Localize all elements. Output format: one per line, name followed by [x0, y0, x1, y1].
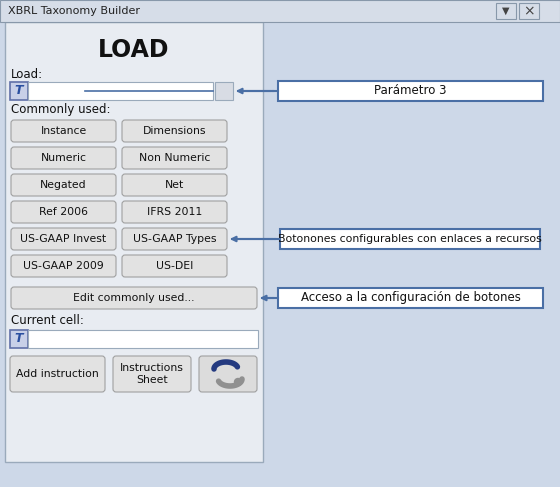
Bar — [28, 330, 258, 348]
Text: Instructions
Sheet: Instructions Sheet — [120, 363, 184, 385]
Text: LOAD: LOAD — [98, 38, 170, 62]
Bar — [10, 82, 28, 100]
Text: Add instruction: Add instruction — [16, 369, 99, 379]
Text: T: T — [15, 85, 24, 97]
FancyBboxPatch shape — [11, 201, 116, 223]
Text: US-GAAP Types: US-GAAP Types — [133, 234, 216, 244]
Bar — [278, 288, 543, 308]
Text: XBRL Taxonomy Builder: XBRL Taxonomy Builder — [8, 6, 140, 16]
FancyBboxPatch shape — [11, 174, 116, 196]
Text: Net: Net — [165, 180, 184, 190]
Text: Acceso a la configuración de botones: Acceso a la configuración de botones — [301, 292, 520, 304]
Text: US-DEI: US-DEI — [156, 261, 193, 271]
FancyBboxPatch shape — [122, 255, 227, 277]
Bar — [280, 229, 540, 249]
FancyBboxPatch shape — [11, 147, 116, 169]
Bar — [5, 22, 263, 462]
Text: Dimensions: Dimensions — [143, 126, 206, 136]
Bar — [10, 330, 28, 348]
FancyBboxPatch shape — [122, 174, 227, 196]
Circle shape — [235, 378, 241, 386]
Text: Load:: Load: — [11, 68, 43, 80]
Text: IFRS 2011: IFRS 2011 — [147, 207, 202, 217]
FancyBboxPatch shape — [11, 120, 116, 142]
FancyBboxPatch shape — [199, 356, 257, 392]
Bar — [496, 3, 516, 19]
Text: Commonly used:: Commonly used: — [11, 104, 110, 116]
FancyBboxPatch shape — [113, 356, 191, 392]
Text: Negated: Negated — [40, 180, 87, 190]
Text: Current cell:: Current cell: — [11, 315, 84, 327]
Text: Non Numeric: Non Numeric — [139, 153, 210, 163]
Text: Instance: Instance — [40, 126, 87, 136]
Text: US-GAAP 2009: US-GAAP 2009 — [23, 261, 104, 271]
FancyBboxPatch shape — [122, 228, 227, 250]
Text: Botonones configurables con enlaces a recursos: Botonones configurables con enlaces a re… — [278, 234, 542, 244]
FancyBboxPatch shape — [11, 228, 116, 250]
FancyBboxPatch shape — [11, 287, 257, 309]
FancyBboxPatch shape — [122, 120, 227, 142]
FancyBboxPatch shape — [10, 356, 105, 392]
Text: T: T — [15, 333, 24, 345]
Text: ×: × — [523, 4, 535, 18]
Bar — [0, 0, 560, 22]
FancyBboxPatch shape — [122, 147, 227, 169]
Bar — [519, 3, 539, 19]
FancyBboxPatch shape — [11, 255, 116, 277]
Bar — [28, 82, 213, 100]
Text: ▼: ▼ — [502, 6, 510, 16]
Text: Parámetro 3: Parámetro 3 — [374, 85, 447, 97]
Text: Ref 2006: Ref 2006 — [39, 207, 88, 217]
Text: US-GAAP Invest: US-GAAP Invest — [20, 234, 106, 244]
FancyBboxPatch shape — [122, 201, 227, 223]
Bar — [215, 82, 233, 100]
Bar — [278, 81, 543, 101]
Text: Numeric: Numeric — [40, 153, 86, 163]
Text: Edit commonly used...: Edit commonly used... — [73, 293, 195, 303]
